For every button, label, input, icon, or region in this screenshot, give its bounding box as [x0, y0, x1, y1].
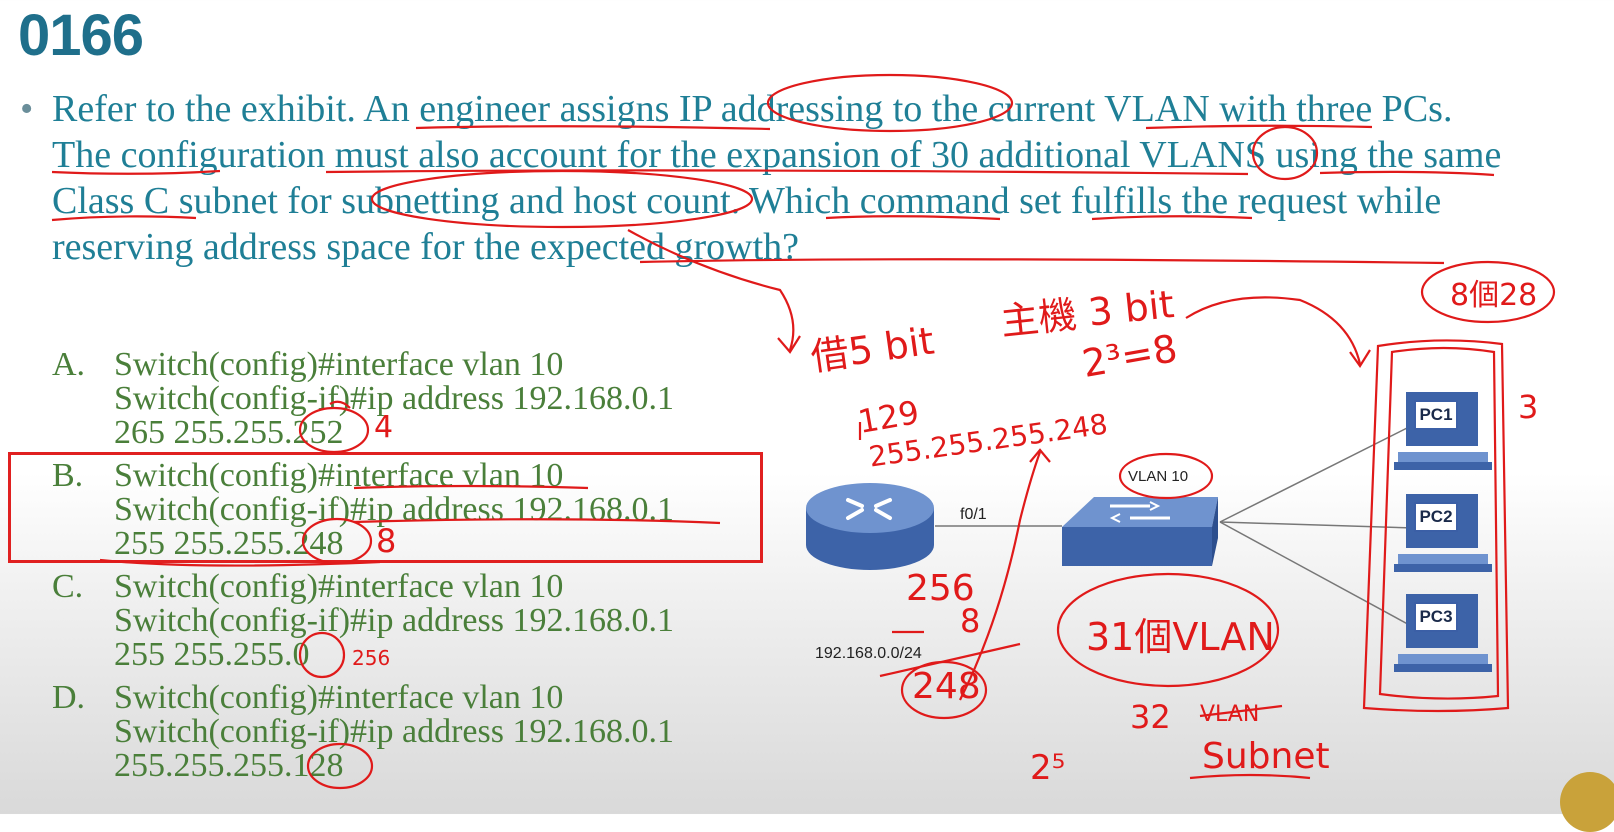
network-diagram [51, 73, 1556, 790]
annotation-a-note: 4 [374, 410, 394, 445]
annotation-vlan-struck: VLAN [1200, 702, 1260, 727]
network-label: 192.168.0.0/24 [815, 645, 922, 662]
switch-icon [1062, 497, 1218, 566]
option-line: 255.255.255.128 [114, 747, 344, 784]
option-line: Switch(config)#interface vlan 10 [114, 346, 564, 383]
pc-1[interactable]: PC1 [1406, 392, 1492, 478]
pc-3[interactable]: PC3 [1406, 594, 1492, 680]
slide-number: 0166 [18, 3, 144, 68]
annotation-eight-groups: 8個28 [1450, 278, 1538, 313]
option-letter: D. [52, 679, 86, 716]
answer-highlight-box [8, 452, 763, 563]
router-icon [806, 483, 934, 570]
handwritten-underlines [51, 73, 1556, 790]
option-line: Switch(config)#interface vlan 10 [114, 568, 564, 605]
annotation-8: 8 [960, 602, 981, 640]
logo-icon [1560, 772, 1614, 832]
option-c[interactable]: C. Switch(config)#interface vlan 10 Swit… [52, 570, 674, 672]
option-line: Switch(config-if)#ip address 192.168.0.1 [114, 380, 674, 417]
option-a[interactable]: A. Switch(config)#interface vlan 10 Swit… [52, 348, 674, 450]
annotation-three: 3 [1518, 388, 1539, 426]
pc-label: PC2 [1414, 502, 1458, 532]
annotation-c-note: 256 [352, 646, 391, 670]
option-line: 255 255.255.0 [114, 636, 310, 673]
option-line: Switch(config-if)#ip address 192.168.0.1 [114, 602, 674, 639]
option-line: 265 255.255.252 [114, 414, 344, 451]
annotation-b-note: 8 [376, 522, 397, 560]
annotation-subnet: Subnet [1202, 736, 1330, 777]
option-line: Switch(config)#interface vlan 10 [114, 679, 564, 716]
option-letter: C. [52, 568, 84, 605]
option-d[interactable]: D. Switch(config)#interface vlan 10 Swit… [52, 681, 674, 783]
option-letter: B. [52, 457, 84, 494]
pc-label: PC1 [1414, 400, 1458, 430]
option-line: Switch(config-if)#ip address 192.168.0.1 [114, 713, 674, 750]
pc-label: PC3 [1414, 602, 1458, 632]
vlan-label: VLAN 10 [1128, 468, 1189, 485]
link-label: f0/1 [960, 506, 987, 523]
annotation-256: 256 [906, 568, 975, 609]
annotation-248: 248 [912, 666, 981, 707]
pc-2[interactable]: PC2 [1406, 494, 1492, 580]
annotation-31-vlans: 31個VLAN [1086, 615, 1275, 659]
annotation-two-five: 2⁵ [1030, 748, 1066, 788]
option-letter: A. [52, 346, 86, 383]
bullet-icon: • [20, 88, 34, 130]
annotation-32: 32 [1130, 698, 1171, 736]
